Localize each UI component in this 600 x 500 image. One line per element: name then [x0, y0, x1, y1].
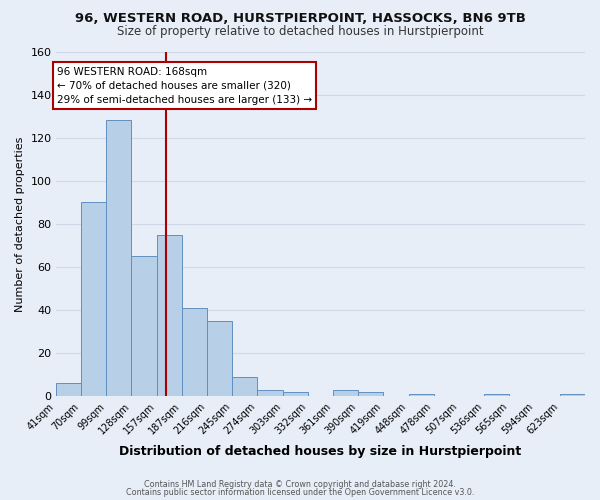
Bar [182, 308, 207, 396]
Bar [131, 256, 157, 396]
Bar [81, 202, 106, 396]
Bar [157, 234, 182, 396]
Text: 96, WESTERN ROAD, HURSTPIERPOINT, HASSOCKS, BN6 9TB: 96, WESTERN ROAD, HURSTPIERPOINT, HASSOC… [74, 12, 526, 26]
Bar [560, 394, 585, 396]
Y-axis label: Number of detached properties: Number of detached properties [15, 136, 25, 312]
Bar [333, 390, 358, 396]
Text: 96 WESTERN ROAD: 168sqm
← 70% of detached houses are smaller (320)
29% of semi-d: 96 WESTERN ROAD: 168sqm ← 70% of detache… [57, 66, 312, 104]
Bar [232, 377, 257, 396]
Text: Size of property relative to detached houses in Hurstpierpoint: Size of property relative to detached ho… [116, 25, 484, 38]
X-axis label: Distribution of detached houses by size in Hurstpierpoint: Distribution of detached houses by size … [119, 444, 521, 458]
Bar [283, 392, 308, 396]
Bar [56, 384, 81, 396]
Bar [484, 394, 509, 396]
Bar [106, 120, 131, 396]
Bar [358, 392, 383, 396]
Bar [409, 394, 434, 396]
Bar [207, 321, 232, 396]
Text: Contains public sector information licensed under the Open Government Licence v3: Contains public sector information licen… [126, 488, 474, 497]
Text: Contains HM Land Registry data © Crown copyright and database right 2024.: Contains HM Land Registry data © Crown c… [144, 480, 456, 489]
Bar [257, 390, 283, 396]
